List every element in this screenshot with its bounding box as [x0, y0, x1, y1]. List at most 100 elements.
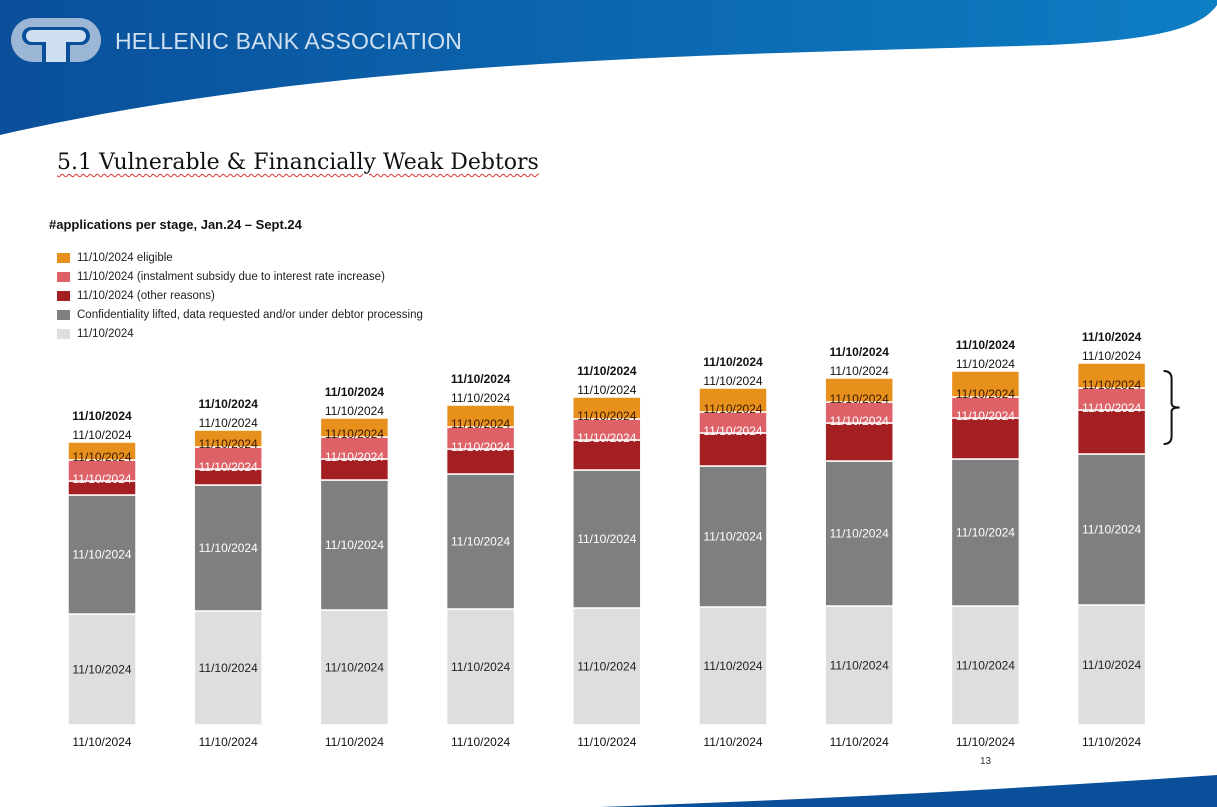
total-label: 11/10/2024 [703, 355, 763, 369]
bar-segment-eligible [193, 429, 263, 448]
x-tick-label: 11/10/2024 [325, 735, 384, 749]
legend-swatch [57, 271, 70, 282]
segment-value-label: 11/10/2024 [1082, 658, 1141, 672]
bar-segment-other_reasons [950, 417, 1021, 460]
bar-segment-base [698, 606, 768, 726]
bar-segment-eligible [1076, 362, 1147, 389]
bar-segment-base [950, 605, 1021, 726]
hba-logo-icon [11, 18, 101, 62]
segment-value-label: 11/10/2024 [830, 527, 889, 541]
bar-segment-processing [445, 473, 516, 610]
bar-segment-eligible [319, 417, 390, 438]
eligible-top-label: 11/10/2024 [1082, 349, 1141, 363]
bar-segment-processing [1076, 453, 1147, 606]
header-banner [0, 0, 1217, 135]
segment-value-label: 11/10/2024 [830, 414, 889, 428]
eligible-top-label: 11/10/2024 [577, 383, 636, 397]
bar-segment-base [1076, 604, 1147, 726]
chart-legend: 11/10/2024 eligible 11/10/2024 (instalme… [57, 248, 423, 343]
segment-value-label: 11/10/2024 [325, 661, 384, 675]
segment-value-label: 11/10/2024 [830, 659, 889, 673]
segment-value-label: 11/10/2024 [703, 402, 762, 416]
segment-value-label: 11/10/2024 [325, 538, 384, 552]
x-tick-label: 11/10/2024 [72, 735, 131, 749]
segment-value-label: 11/10/2024 [703, 659, 762, 673]
eligible-top-label: 11/10/2024 [451, 391, 510, 405]
bar-segment-eligible [824, 377, 894, 403]
chart-title: #applications per stage, Jan.24 – Sept.2… [49, 217, 302, 232]
segment-value-label: 11/10/2024 [451, 440, 510, 454]
segment-value-label: 11/10/2024 [956, 659, 1015, 673]
eligible-top-label: 11/10/2024 [199, 416, 258, 430]
legend-label: 11/10/2024 [77, 327, 134, 340]
legend-swatch [57, 252, 70, 263]
x-tick-label: 11/10/2024 [451, 735, 510, 749]
legend-label: 11/10/2024 (instalment subsidy due to in… [77, 270, 385, 283]
segment-value-label: 11/10/2024 [325, 450, 384, 464]
legend-swatch [57, 290, 70, 301]
bar-segment-base [445, 608, 516, 726]
segment-value-label: 11/10/2024 [956, 387, 1015, 401]
legend-label: Confidentiality lifted, data requested a… [77, 308, 423, 321]
x-tick-label: 11/10/2024 [199, 735, 258, 749]
bar-segment-processing [698, 465, 768, 608]
segment-value-label: 11/10/2024 [199, 541, 258, 555]
bar-segment-other_reasons [824, 422, 894, 462]
eligible-top-label: 11/10/2024 [956, 357, 1015, 371]
segment-value-label: 11/10/2024 [199, 437, 258, 451]
segment-value-label: 11/10/2024 [72, 450, 131, 464]
bar-segment-processing [572, 469, 642, 609]
segment-value-label: 11/10/2024 [199, 661, 258, 675]
eligible-top-label: 11/10/2024 [703, 374, 762, 388]
segment-value-label: 11/10/2024 [72, 548, 131, 562]
bar-segment-processing [950, 458, 1021, 607]
legend-swatch [57, 328, 70, 339]
total-label: 11/10/2024 [577, 364, 637, 378]
legend-item-instalment-subsidy: 11/10/2024 (instalment subsidy due to in… [57, 267, 423, 286]
total-label: 11/10/2024 [72, 409, 132, 423]
x-tick-label: 11/10/2024 [830, 735, 889, 749]
legend-item-base: 11/10/2024 [57, 324, 423, 343]
segment-value-label: 11/10/2024 [451, 660, 510, 674]
segment-value-label: 11/10/2024 [703, 530, 762, 544]
segment-value-label: 11/10/2024 [72, 663, 131, 677]
legend-item-processing: Confidentiality lifted, data requested a… [57, 305, 423, 324]
total-label: 11/10/2024 [325, 385, 385, 399]
segment-value-label: 11/10/2024 [325, 427, 384, 441]
segment-value-label: 11/10/2024 [72, 472, 131, 486]
legend-item-other-reasons: 11/10/2024 (other reasons) [57, 286, 423, 305]
bar-segment-other_reasons [445, 448, 516, 475]
segment-value-label: 11/10/2024 [956, 526, 1015, 540]
segment-value-label: 11/10/2024 [451, 417, 510, 431]
eligible-top-label: 11/10/2024 [72, 428, 131, 442]
legend-swatch [57, 309, 70, 320]
bar-segment-eligible [950, 370, 1021, 398]
bar-segment-processing [193, 484, 263, 612]
bar-segment-base [572, 607, 642, 726]
eligible-top-label: 11/10/2024 [325, 404, 384, 418]
eligible-top-label: 11/10/2024 [830, 364, 889, 378]
segment-value-label: 11/10/2024 [1082, 523, 1141, 537]
total-label: 11/10/2024 [956, 338, 1016, 352]
segment-value-label: 11/10/2024 [1082, 378, 1141, 392]
brace-annotation [1163, 370, 1180, 445]
segment-value-label: 11/10/2024 [1082, 401, 1141, 415]
legend-label: 11/10/2024 eligible [77, 251, 173, 264]
total-label: 11/10/2024 [1082, 330, 1142, 344]
x-tick-label: 11/10/2024 [1082, 735, 1141, 749]
segment-value-label: 11/10/2024 [577, 660, 636, 674]
bar-segment-eligible [67, 441, 137, 461]
organization-name: HELLENIC BANK ASSOCIATION [115, 28, 463, 54]
x-tick-label: 11/10/2024 [703, 735, 762, 749]
bar-segment-eligible [572, 396, 642, 420]
bar-segment-base [67, 613, 137, 726]
page-number: 13 [980, 756, 992, 767]
segment-value-label: 11/10/2024 [577, 532, 636, 546]
legend-item-eligible: 11/10/2024 eligible [57, 248, 423, 267]
bar-segment-processing [319, 479, 390, 611]
bar-segment-eligible [445, 404, 516, 428]
x-tick-label: 11/10/2024 [577, 735, 636, 749]
legend-label: 11/10/2024 (other reasons) [77, 289, 215, 302]
total-label: 11/10/2024 [451, 372, 511, 386]
